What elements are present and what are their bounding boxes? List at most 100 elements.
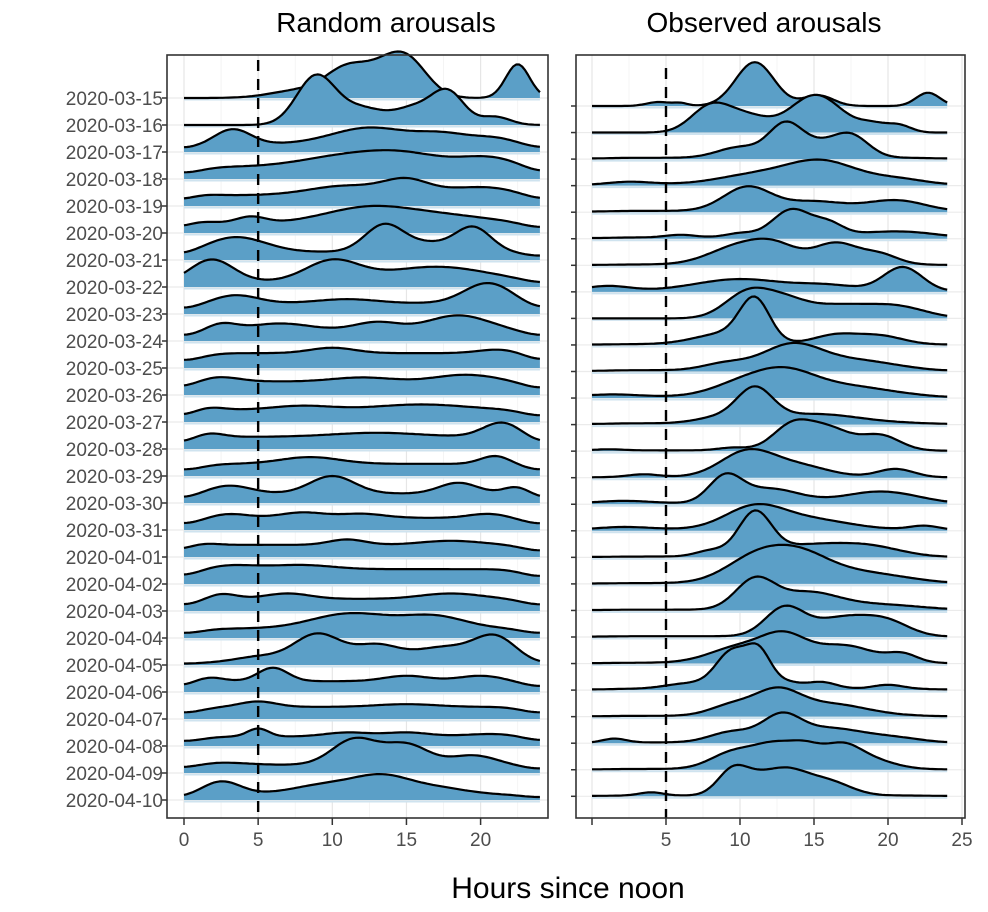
ridge-line-2020-03-27: [183, 403, 540, 417]
ridge-fill-2020-03-20: [184, 205, 540, 233]
ridge-line-2020-03-29: [183, 454, 540, 471]
x-tick-label: 20: [470, 830, 491, 851]
ridge-line-2020-03-29: [591, 448, 948, 479]
ridge-line-2020-04-05: [592, 630, 948, 665]
ridge-line-2020-03-22: [591, 265, 948, 291]
ridge-fill-2020-03-21: [184, 223, 540, 260]
ridge-fill-2020-03-24: [592, 296, 948, 345]
y-tick-label: 2020-03-16: [66, 116, 163, 137]
ridge-fill-2020-03-23: [184, 283, 540, 314]
y-tick-label: 2020-03-18: [66, 170, 163, 191]
y-tick-label: 2020-03-20: [66, 224, 163, 245]
ridge-fill-2020-03-26: [592, 367, 948, 399]
ridge-fill-2020-03-25: [184, 347, 540, 368]
ridge-fill-2020-04-05: [592, 631, 948, 664]
x-tick-label: 10: [322, 830, 343, 851]
ridge-fill-2020-03-17: [592, 121, 948, 160]
ridge-fill-2020-04-07: [592, 687, 948, 717]
ridge-line-2020-03-15: [592, 61, 948, 108]
ridge-fill-2020-04-01: [592, 510, 948, 558]
observed-panel: 5 10 15 20 25: [571, 54, 973, 851]
y-tick-label: 2020-03-23: [66, 305, 163, 326]
panel-border: [166, 54, 549, 819]
ridge-fill-2020-04-04: [592, 605, 948, 637]
ridge-fill-2020-04-03: [184, 593, 540, 611]
ridge-line-2020-04-04: [592, 604, 948, 638]
ridge-line-2020-03-24: [183, 314, 540, 336]
y-tick-label: 2020-03-27: [66, 413, 163, 434]
ridge-fill-2020-03-25: [592, 342, 948, 372]
ridge-line-2020-04-09: [183, 736, 540, 770]
ridge-fill-2020-03-31: [592, 504, 948, 531]
ridge-fill-2020-03-29: [592, 449, 948, 478]
ridge-line-2020-03-28: [183, 421, 541, 442]
ridge-fill-2020-03-19: [592, 186, 948, 213]
ridge-fill-2020-04-01: [184, 539, 540, 557]
y-tick-label: 2020-04-03: [66, 602, 163, 623]
ridge-fill-2020-03-30: [184, 476, 540, 503]
ridge-line-2020-03-25: [183, 346, 541, 361]
left-panel-title: Random arousals: [276, 7, 495, 38]
ridge-line-2020-03-24: [592, 295, 948, 346]
ridge-fill-2020-03-17: [184, 127, 540, 152]
ridge-line-2020-03-28: [591, 418, 948, 452]
ridge-line-2020-04-01: [592, 509, 948, 558]
ridge-fill-2020-03-19: [184, 177, 540, 206]
ridge-line-2020-04-10: [592, 763, 948, 797]
y-tick-label: 2020-03-30: [66, 494, 163, 515]
y-tick-label: 2020-04-05: [66, 656, 163, 677]
ridge-fill-2020-03-18: [592, 159, 948, 186]
ridge-fill-2020-03-16: [184, 74, 540, 125]
ridge-fill-2020-03-24: [184, 315, 540, 341]
ridge-line-2020-03-21: [592, 237, 948, 266]
y-tick-label: 2020-03-29: [66, 467, 163, 488]
ridge-fill-2020-03-23: [592, 287, 948, 319]
ridge-line-2020-03-26: [183, 373, 540, 389]
ridge-fill-2020-03-28: [592, 419, 948, 452]
x-tick-label: 20: [877, 830, 898, 851]
ridge-line-2020-03-31: [183, 511, 540, 525]
y-tick-label: 2020-03-15: [66, 89, 163, 110]
random-panel: 2020-03-15 2020-03-16 2020-03-17 2020-03-18…: [66, 50, 549, 851]
ridge-fill-2020-03-16: [592, 94, 948, 133]
ridge-fill-2020-03-27: [184, 404, 540, 422]
ridge-fill-2020-03-26: [184, 374, 540, 395]
ridge-line-2020-04-07: [183, 700, 540, 714]
ridge-line-2020-03-30: [591, 472, 948, 504]
ridge-line-2020-04-10: [183, 773, 540, 799]
y-tick-label: 2020-03-22: [66, 278, 163, 299]
ridge-fill-2020-03-28: [184, 422, 540, 449]
ridge-line-2020-03-20: [183, 204, 540, 228]
ridge-line-2020-03-16: [184, 73, 540, 127]
ridge-fill-2020-03-15: [592, 62, 948, 106]
ridge-fill-2020-04-07: [184, 701, 540, 719]
ridge-line-2020-04-04: [183, 612, 540, 634]
ridge-line-2020-04-03: [592, 575, 948, 612]
ridge-fill-2020-03-15: [184, 51, 540, 98]
y-tick-label: 2020-03-31: [66, 521, 163, 542]
ridge-fill-2020-03-27: [592, 386, 948, 425]
y-tick-label: 2020-04-01: [66, 548, 163, 569]
ridge-line-2020-03-25: [592, 341, 948, 372]
y-tick-label: 2020-03-19: [66, 197, 163, 218]
ridge-fill-2020-04-09: [592, 740, 948, 770]
ridge-line-2020-03-23: [592, 286, 948, 320]
ridge-line-2020-03-22: [183, 258, 541, 284]
y-tick-label: 2020-04-07: [66, 710, 163, 731]
ridge-line-2020-04-08: [591, 711, 948, 744]
ridge-fill-2020-04-06: [184, 667, 540, 692]
y-tick-label: 2020-04-08: [66, 737, 163, 758]
ridge-line-2020-04-06: [183, 666, 540, 687]
ridge-line-2020-03-26: [591, 366, 948, 398]
y-tick-label: 2020-03-26: [66, 386, 163, 407]
y-tick-label: 2020-04-06: [66, 683, 163, 704]
ridge-line-2020-03-21: [183, 222, 540, 257]
y-tick-label: 2020-03-25: [66, 359, 163, 380]
ridge-line-2020-03-15: [184, 50, 541, 100]
x-tick-label: 15: [396, 830, 417, 851]
y-tick-label: 2020-03-24: [66, 332, 164, 353]
ridge-line-2020-04-08: [183, 727, 540, 742]
ridge-line-2020-03-27: [592, 385, 948, 425]
x-tick-label: 15: [803, 830, 824, 851]
